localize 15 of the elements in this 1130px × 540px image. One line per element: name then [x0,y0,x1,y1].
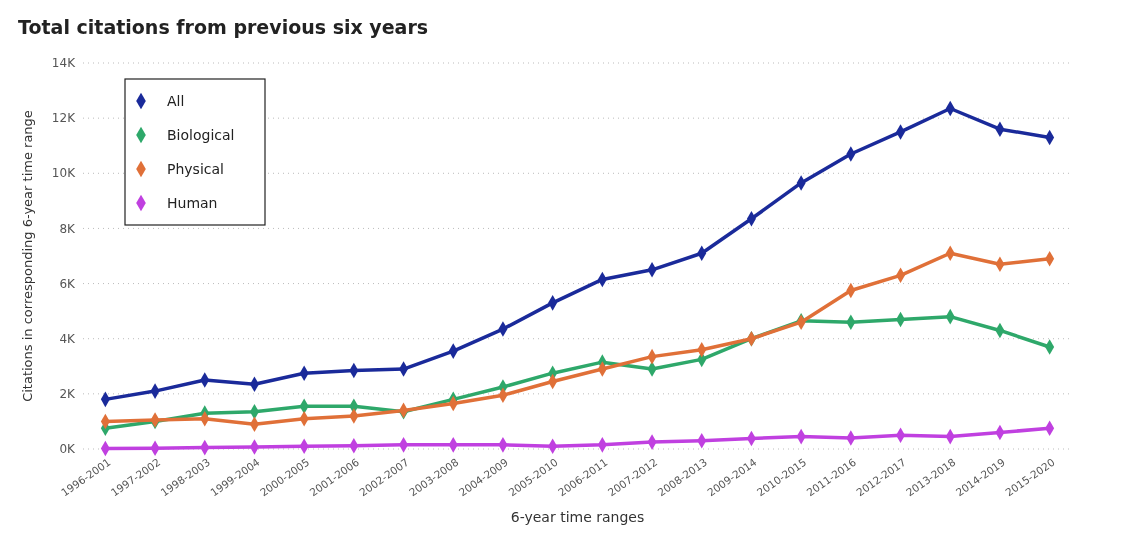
legend-label: Human [167,194,218,211]
legend-label: All [167,92,185,109]
chart-title: Total citations from previous six years [18,16,429,38]
y-tick-label: 2K [59,387,77,402]
y-tick-label: 0K [59,442,77,457]
y-tick-label: 12K [51,111,77,126]
y-axis-title: Citations in corresponding 6-year time range [20,110,35,402]
y-tick-label: 10K [51,166,77,181]
y-tick-label: 8K [59,221,77,236]
x-axis-title: 6-year time ranges [510,509,645,525]
legend-label: Physical [167,160,224,177]
y-tick-label: 6K [59,276,77,291]
y-tick-label: 4K [59,331,77,346]
legend-label: Biological [167,126,235,143]
y-tick-label: 14K [51,56,77,71]
